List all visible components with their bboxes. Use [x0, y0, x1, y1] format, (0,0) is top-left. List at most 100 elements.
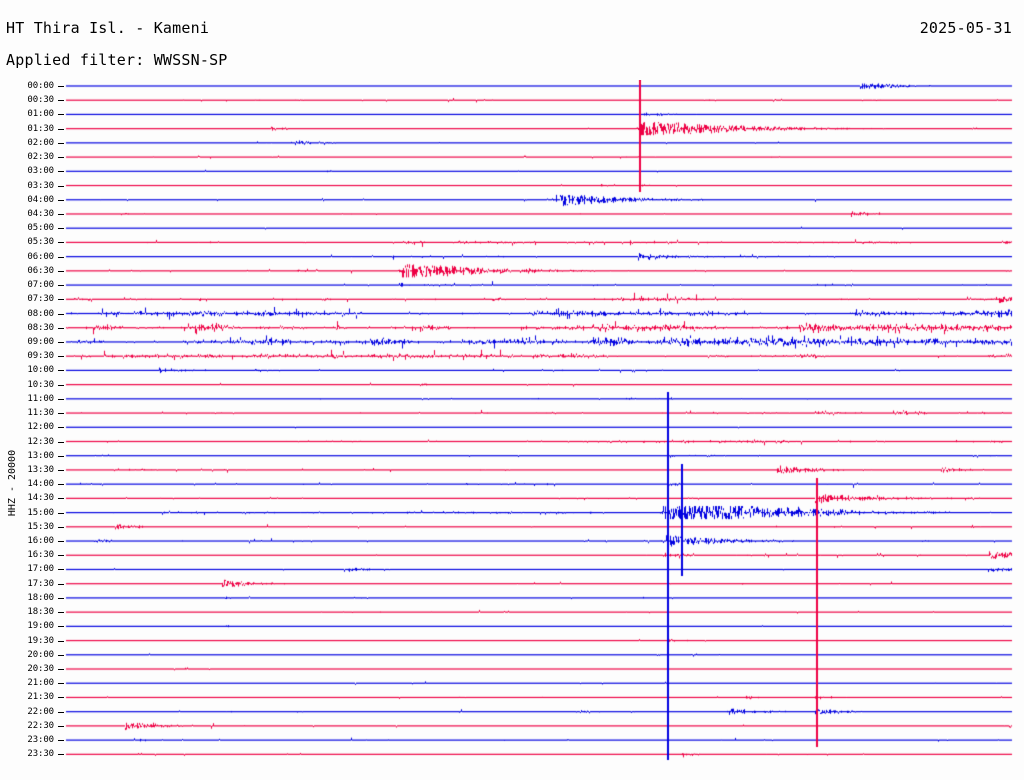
time-tick-mark: [58, 128, 64, 130]
time-tick-label: 12:00: [27, 422, 54, 433]
channel-gain-label: HHZ - 20000: [7, 449, 18, 517]
time-tick-mark: [58, 341, 64, 343]
time-tick-mark: [58, 100, 64, 102]
time-tick-mark: [58, 597, 64, 599]
time-tick-label: 03:30: [27, 180, 54, 191]
time-tick-mark: [58, 498, 64, 500]
seismogram-plot-area: [0, 80, 1024, 780]
time-tick-label: 22:00: [27, 706, 54, 717]
time-tick-label: 16:30: [27, 550, 54, 561]
time-tick-mark: [58, 256, 64, 258]
time-tick-label: 01:00: [27, 109, 54, 120]
applied-filter-label: Applied filter: WWSSN-SP: [6, 51, 228, 69]
time-tick-label: 07:00: [27, 280, 54, 291]
time-tick-mark: [58, 555, 64, 557]
time-tick-mark: [58, 285, 64, 287]
time-tick-mark: [58, 185, 64, 187]
time-tick-mark: [58, 299, 64, 301]
time-tick-label: 13:00: [27, 450, 54, 461]
time-tick-mark: [58, 541, 64, 543]
time-tick-label: 14:00: [27, 479, 54, 490]
time-tick-mark: [58, 654, 64, 656]
time-tick-mark: [58, 512, 64, 514]
time-tick-mark: [58, 697, 64, 699]
time-tick-label: 00:30: [27, 95, 54, 106]
time-tick-label: 22:30: [27, 720, 54, 731]
time-tick-mark: [58, 157, 64, 159]
time-tick-label: 11:00: [27, 393, 54, 404]
time-tick-label: 12:30: [27, 436, 54, 447]
time-tick-label: 21:00: [27, 678, 54, 689]
time-tick-mark: [58, 583, 64, 585]
time-tick-label: 00:00: [27, 81, 54, 91]
time-tick-mark: [58, 640, 64, 642]
time-tick-mark: [58, 669, 64, 671]
time-tick-label: 16:00: [27, 536, 54, 547]
time-tick-label: 06:30: [27, 265, 54, 276]
time-axis: HHZ - 20000 00:00 00:30 01:00 01:30 02:00 02:…: [0, 80, 66, 780]
time-tick-label: 23:00: [27, 735, 54, 746]
time-tick-label: 15:00: [27, 507, 54, 518]
time-tick-label: 17:30: [27, 578, 54, 589]
time-tick-mark: [58, 356, 64, 358]
time-tick-mark: [58, 441, 64, 443]
time-tick-label: 19:00: [27, 621, 54, 632]
time-tick-label: 01:30: [27, 123, 54, 134]
time-tick-mark: [58, 213, 64, 215]
time-tick-label: 08:00: [27, 308, 54, 319]
seismogram-traces: [0, 80, 1024, 780]
time-tick-mark: [58, 142, 64, 144]
time-tick-mark: [58, 398, 64, 400]
time-tick-mark: [58, 86, 64, 87]
time-tick-mark: [58, 228, 64, 230]
time-tick-mark: [58, 683, 64, 685]
time-tick-label: 10:30: [27, 379, 54, 390]
time-tick-mark: [58, 526, 64, 528]
time-tick-label: 11:30: [27, 408, 54, 419]
time-tick-label: 05:30: [27, 237, 54, 248]
time-tick-label: 20:30: [27, 664, 54, 675]
time-tick-mark: [58, 427, 64, 429]
time-tick-label: 18:00: [27, 592, 54, 603]
time-tick-mark: [58, 313, 64, 315]
time-tick-mark: [58, 370, 64, 372]
time-tick-label: 02:30: [27, 152, 54, 163]
time-tick-mark: [58, 484, 64, 486]
time-tick-mark: [58, 242, 64, 244]
station-title: HT Thira Isl. - Kameni: [6, 19, 210, 37]
time-tick-label: 10:00: [27, 365, 54, 376]
time-tick-mark: [58, 754, 64, 756]
time-tick-mark: [58, 384, 64, 386]
time-tick-label: 03:00: [27, 166, 54, 177]
time-tick-mark: [58, 413, 64, 415]
time-tick-mark: [58, 114, 64, 116]
time-tick-label: 14:30: [27, 493, 54, 504]
time-tick-label: 02:00: [27, 137, 54, 148]
time-tick-label: 13:30: [27, 464, 54, 475]
time-tick-label: 18:30: [27, 607, 54, 618]
time-tick-label: 15:30: [27, 521, 54, 532]
time-tick-label: 09:30: [27, 351, 54, 362]
time-tick-mark: [58, 569, 64, 571]
time-tick-label: 06:00: [27, 251, 54, 262]
time-tick-mark: [58, 455, 64, 457]
time-tick-label: 08:30: [27, 322, 54, 333]
time-tick-label: 09:00: [27, 336, 54, 347]
time-tick-mark: [58, 711, 64, 713]
time-tick-mark: [58, 740, 64, 742]
time-tick-label: 21:30: [27, 692, 54, 703]
record-date: 2025-05-31: [919, 19, 1012, 37]
time-tick-label: 04:00: [27, 194, 54, 205]
time-tick-mark: [58, 171, 64, 173]
time-tick-mark: [58, 327, 64, 329]
time-tick-mark: [58, 469, 64, 471]
time-tick-label: 19:30: [27, 635, 54, 646]
time-tick-label: 05:00: [27, 223, 54, 234]
time-tick-label: 07:30: [27, 294, 54, 305]
time-tick-mark: [58, 626, 64, 628]
time-tick-mark: [58, 270, 64, 272]
time-tick-mark: [58, 612, 64, 614]
time-tick-label: 04:30: [27, 208, 54, 219]
time-tick-label: 17:00: [27, 564, 54, 575]
